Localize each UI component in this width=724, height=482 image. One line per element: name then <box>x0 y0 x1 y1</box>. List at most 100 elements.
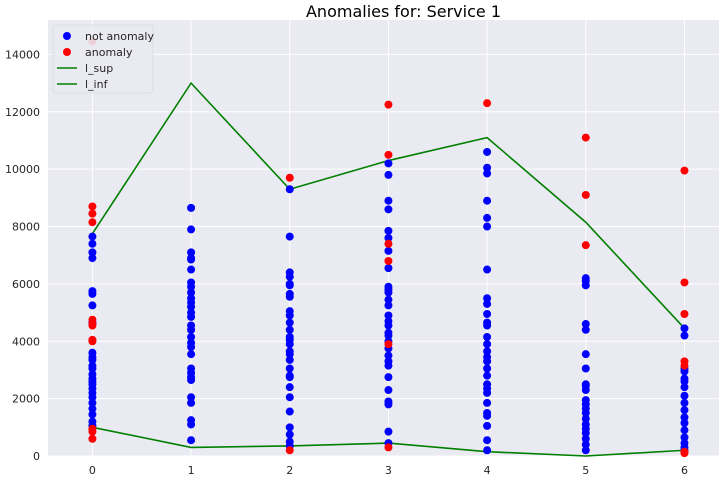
not-anomaly-point <box>187 302 196 311</box>
not-anomaly-point <box>88 239 97 248</box>
not-anomaly-point <box>384 159 393 168</box>
not-anomaly-point <box>285 281 294 290</box>
not-anomaly-point <box>384 351 393 360</box>
not-anomaly-point <box>680 377 689 386</box>
not-anomaly-point <box>384 331 393 340</box>
not-anomaly-point <box>384 400 393 409</box>
not-anomaly-point <box>581 364 590 373</box>
not-anomaly-point <box>285 292 294 301</box>
not-anomaly-point <box>88 364 97 373</box>
not-anomaly-point <box>581 446 590 455</box>
not-anomaly-point <box>187 248 196 257</box>
not-anomaly-point <box>483 332 492 341</box>
legend: not anomaly anomaly l_sup l_inf <box>52 24 154 94</box>
not-anomaly-point <box>483 169 492 178</box>
not-anomaly-point <box>187 312 196 321</box>
anomaly-point <box>384 150 393 159</box>
not-anomaly-point <box>88 232 97 241</box>
not-anomaly-point <box>187 343 196 351</box>
not-anomaly-point <box>680 413 689 422</box>
anomaly-point <box>88 218 97 227</box>
anomaly-point <box>581 190 590 199</box>
y-tick-label: 14000 <box>5 48 40 61</box>
not-anomaly-point <box>285 430 294 439</box>
not-anomaly-point <box>187 332 196 341</box>
not-anomaly-point <box>285 373 294 382</box>
legend-label: not anomaly <box>85 30 154 43</box>
not-anomaly-point <box>581 440 590 449</box>
x-tick-label: 6 <box>681 464 688 477</box>
anomaly-point <box>384 443 393 452</box>
legend-box <box>52 24 154 94</box>
y-tick-label: 10000 <box>5 163 40 176</box>
not-anomaly-point <box>483 398 492 407</box>
not-anomaly-point <box>483 310 492 319</box>
not-anomaly-point <box>581 386 590 395</box>
not-anomaly-point <box>384 386 393 395</box>
not-anomaly-point <box>384 264 393 273</box>
not-anomaly-point <box>384 196 393 205</box>
not-anomaly-point <box>680 391 689 400</box>
not-anomaly-point <box>384 170 393 179</box>
anomaly-point <box>88 209 97 218</box>
not-anomaly-point <box>483 347 492 356</box>
not-anomaly-point <box>581 350 590 359</box>
not-anomaly-point <box>285 311 294 320</box>
not-anomaly-point <box>187 398 196 407</box>
not-anomaly-point <box>483 388 492 397</box>
y-tick-label: 0 <box>33 450 40 463</box>
anomaly-point <box>680 310 689 319</box>
not-anomaly-point <box>581 281 590 290</box>
not-anomaly-point <box>88 393 97 402</box>
not-anomaly-point <box>483 357 492 366</box>
legend-marker <box>63 32 71 40</box>
not-anomaly-point <box>187 350 196 359</box>
anomaly-point <box>88 202 97 211</box>
not-anomaly-point <box>581 434 590 443</box>
anomaly-point <box>680 361 689 370</box>
not-anomaly-point <box>384 205 393 214</box>
not-anomaly-point <box>285 423 294 432</box>
not-anomaly-point <box>88 398 97 407</box>
not-anomaly-point <box>187 225 196 234</box>
not-anomaly-point <box>187 255 196 264</box>
not-anomaly-point <box>88 248 97 257</box>
not-anomaly-point <box>680 426 689 435</box>
not-anomaly-point <box>483 411 492 420</box>
not-anomaly-point <box>483 163 492 172</box>
not-anomaly-point <box>483 421 492 430</box>
anomaly-point <box>680 278 689 287</box>
not-anomaly-point <box>88 404 97 413</box>
anomaly-point <box>285 173 294 182</box>
not-anomaly-point <box>88 301 97 310</box>
data-points <box>88 37 689 458</box>
y-tick-label: 2000 <box>12 393 40 406</box>
anomaly-point <box>88 321 97 330</box>
not-anomaly-point <box>285 325 294 334</box>
not-anomaly-point <box>88 410 97 419</box>
not-anomaly-point <box>285 318 294 327</box>
not-anomaly-point <box>483 340 492 349</box>
not-anomaly-point <box>483 294 492 303</box>
not-anomaly-point <box>483 321 492 330</box>
anomaly-point <box>285 446 294 455</box>
not-anomaly-point <box>483 436 492 445</box>
y-tick-label: 8000 <box>12 221 40 234</box>
not-anomaly-point <box>384 361 393 370</box>
not-anomaly-point <box>384 311 393 320</box>
y-tick-label: 6000 <box>12 278 40 291</box>
not-anomaly-point <box>680 367 689 376</box>
not-anomaly-point <box>88 254 97 263</box>
not-anomaly-point <box>285 407 294 416</box>
x-tick-label: 3 <box>385 464 392 477</box>
not-anomaly-point <box>483 446 492 455</box>
legend-label: anomaly <box>85 46 133 59</box>
not-anomaly-point <box>581 325 590 334</box>
not-anomaly-point <box>384 427 393 436</box>
grid <box>48 20 719 457</box>
not-anomaly-point <box>187 282 196 291</box>
x-tick-label: 5 <box>582 464 589 477</box>
not-anomaly-point <box>581 429 590 438</box>
anomaly-point <box>384 239 393 248</box>
not-anomaly-point <box>483 265 492 274</box>
